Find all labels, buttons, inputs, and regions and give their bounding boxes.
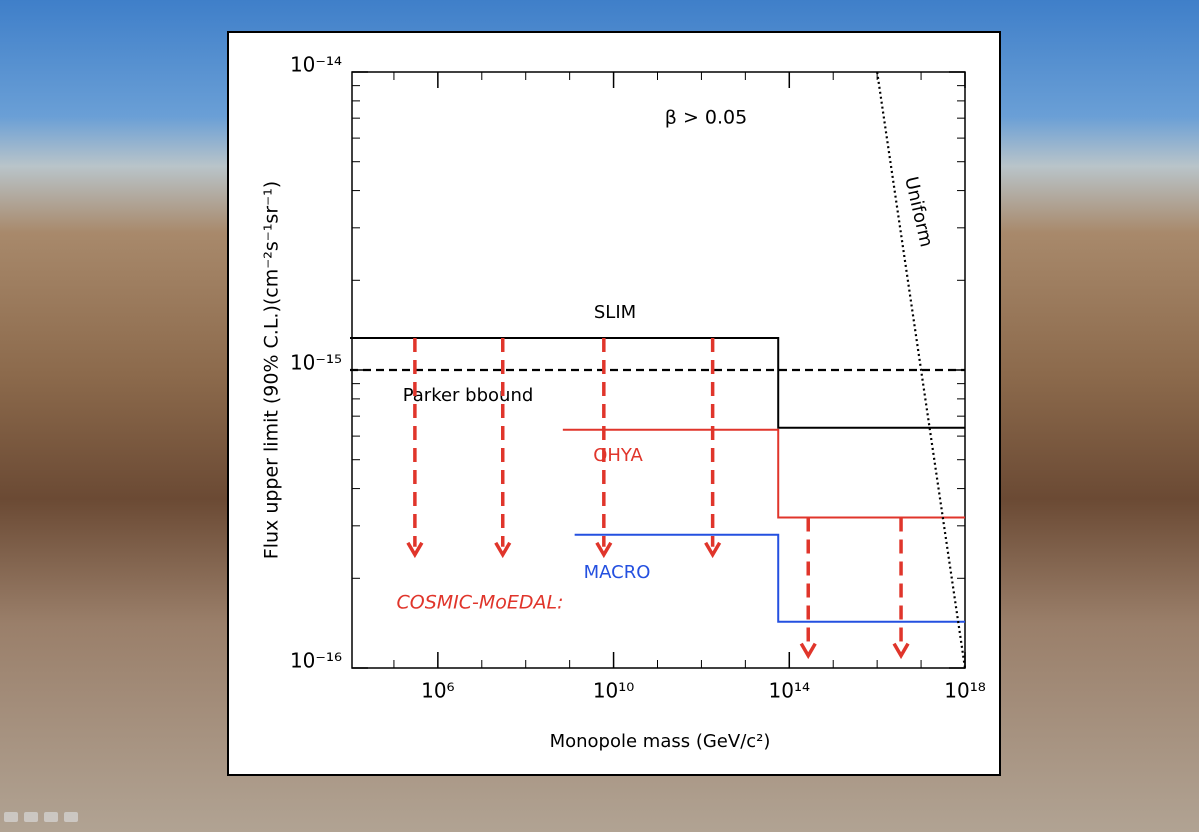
x-tick-label: 10⁶ (421, 679, 454, 703)
series-label: SLIM (594, 302, 636, 323)
x-axis-title: Monopole mass (GeV/c²) (550, 731, 771, 752)
slide: Monopole mass (GeV/c²) Flux upper limit … (0, 0, 1199, 832)
annotation: COSMIC-MoEDAL: (396, 592, 563, 614)
series-label: MACRO (584, 562, 651, 583)
y-tick-label: 10⁻¹⁴ (290, 53, 342, 77)
series-label: OHYA (593, 445, 643, 466)
y-tick-label: 10⁻¹⁶ (290, 649, 342, 673)
series-label: Parker bbound (403, 385, 534, 406)
annotation: β > 0.05 (665, 107, 747, 129)
x-tick-label: 10¹⁴ (769, 679, 810, 703)
y-axis-title: Flux upper limit (90% C.L.)(cm⁻²s⁻¹sr⁻¹) (261, 181, 283, 559)
x-tick-label: 10¹⁰ (593, 679, 634, 703)
x-tick-label: 10¹⁸ (944, 679, 985, 703)
y-tick-label: 10⁻¹⁵ (290, 351, 342, 375)
nav-icons (4, 812, 78, 822)
